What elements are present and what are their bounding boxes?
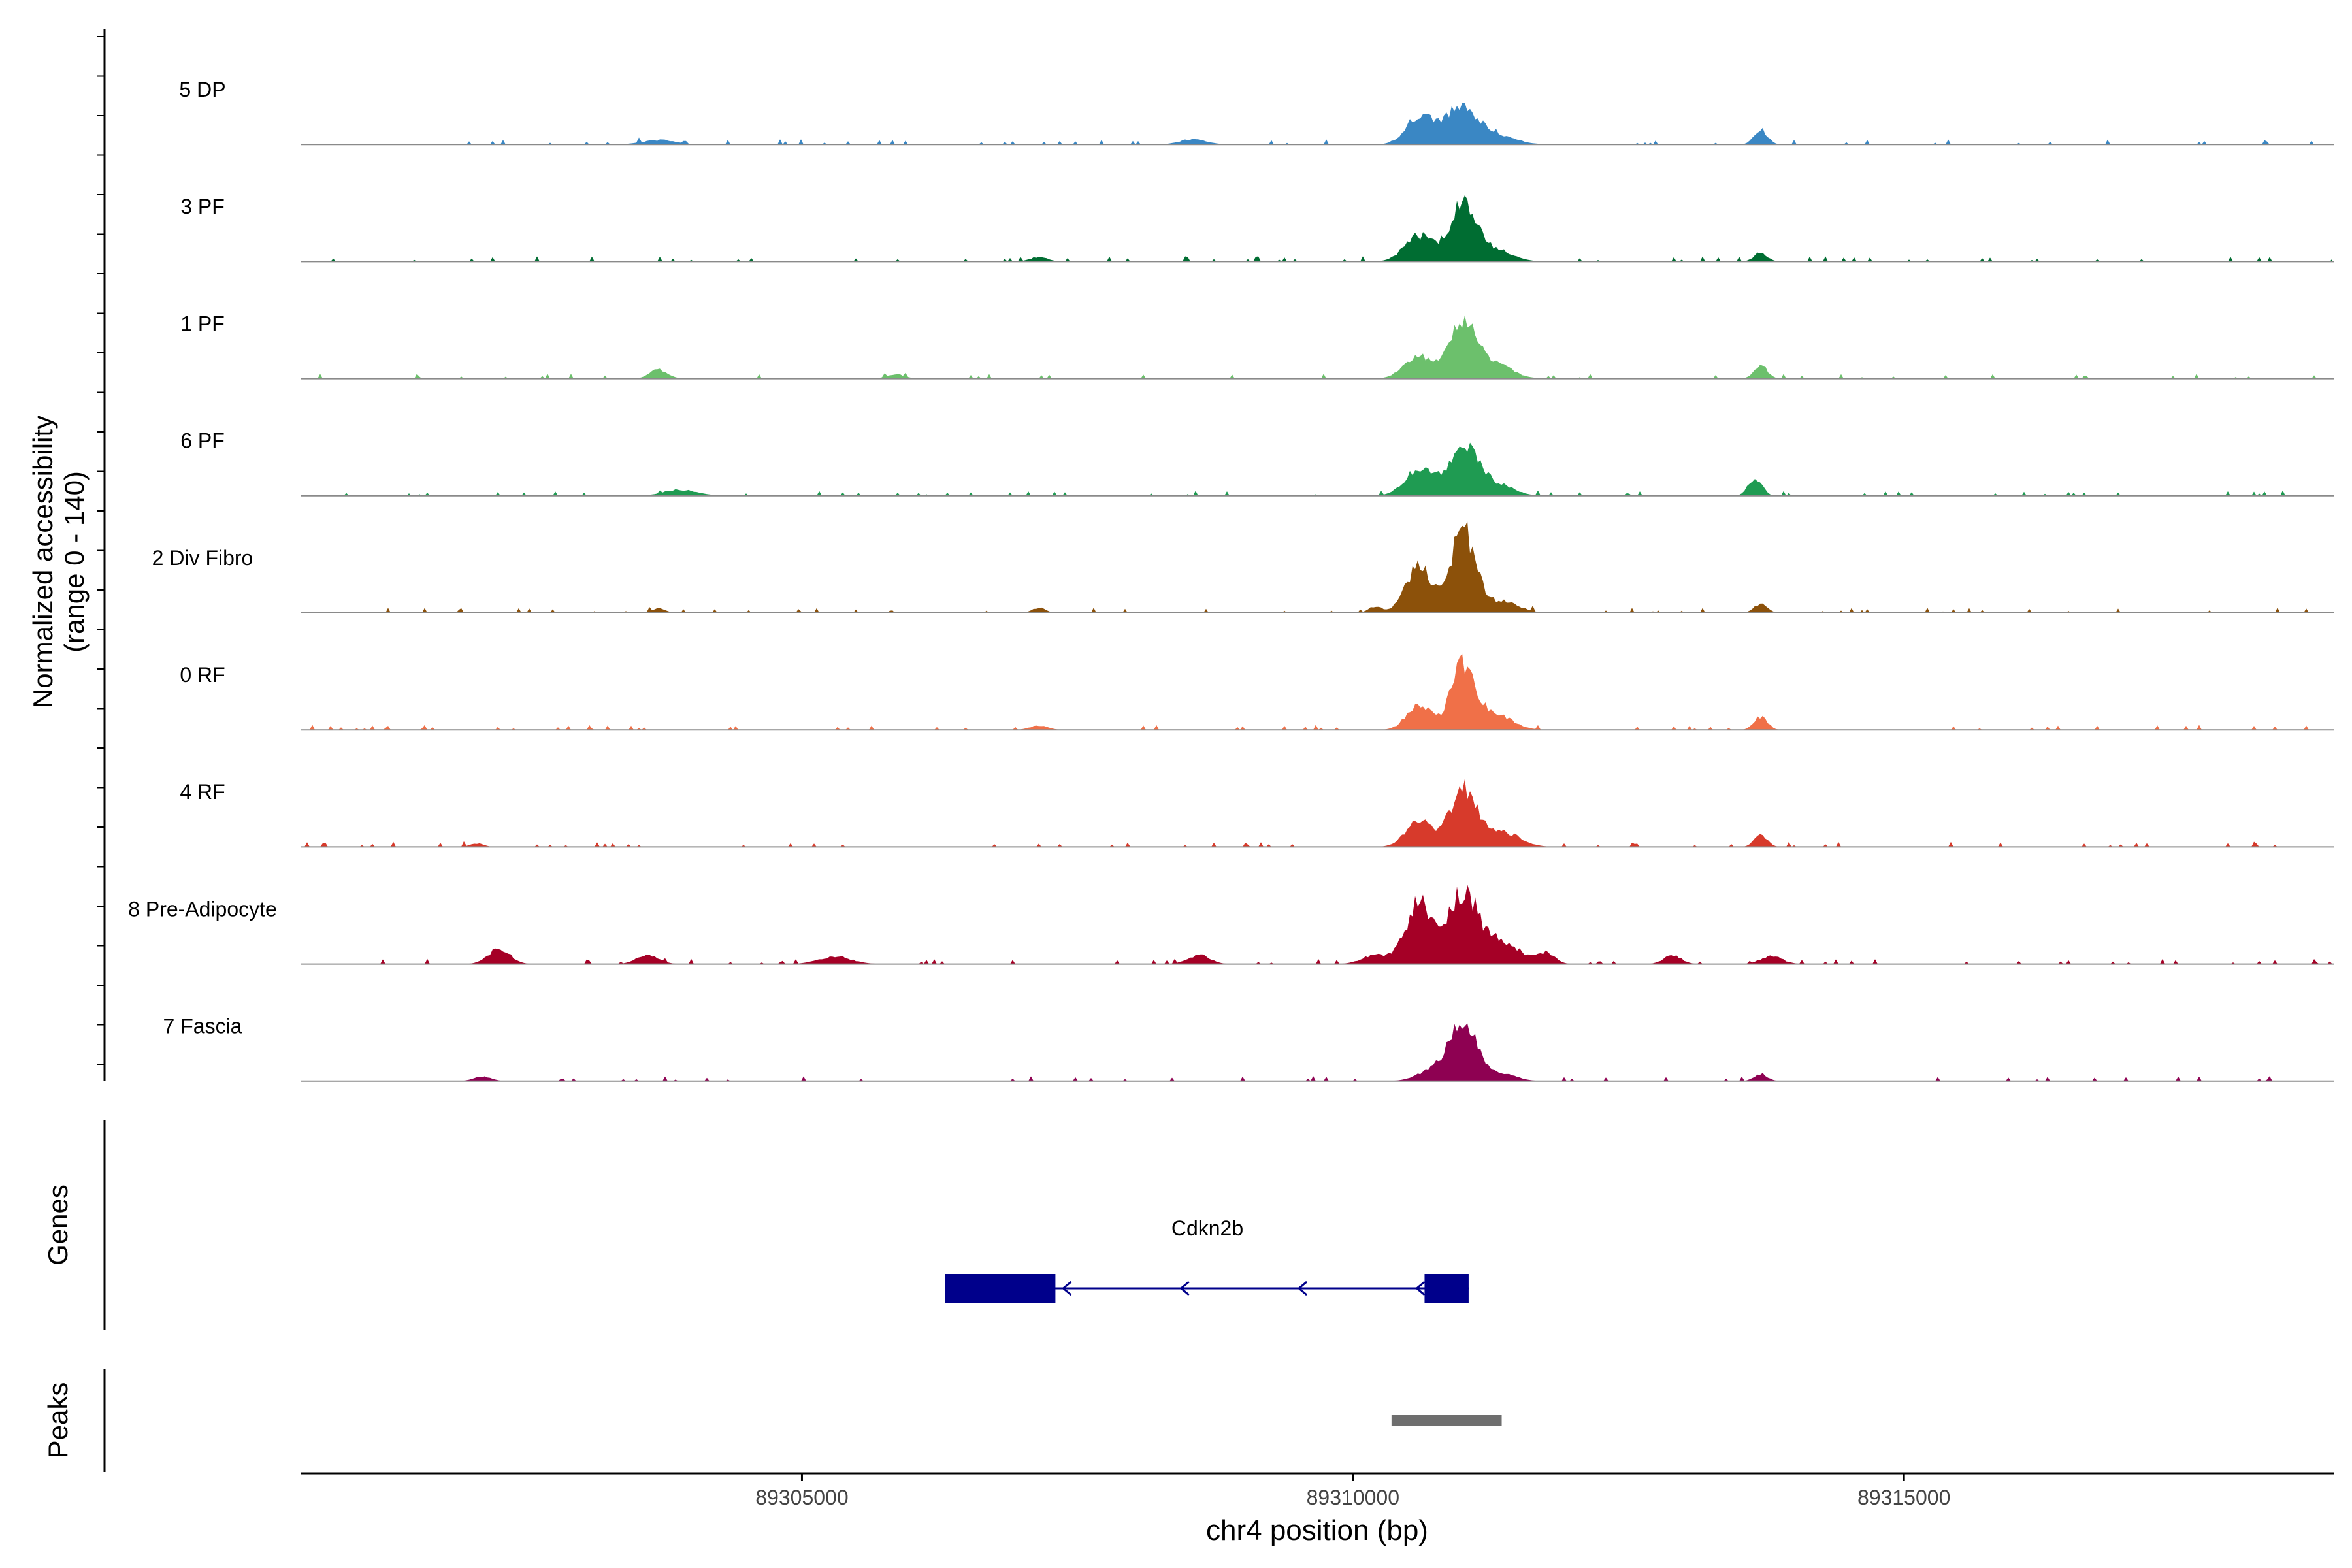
track-label: 5 DP — [179, 78, 225, 101]
x-tick-label: 89315000 — [1857, 1486, 1950, 1509]
coverage-track: 1 PF — [180, 312, 2334, 380]
gene-exon — [1424, 1274, 1469, 1303]
peak-regions — [1391, 1415, 1502, 1426]
genes-panel: Genes Cdkn2b — [42, 1120, 1469, 1330]
track-label: 6 PF — [180, 429, 225, 453]
x-axis: 89305000 89310000 89315000 chr4 position (… — [301, 1472, 2334, 1546]
x-axis-ticks: 89305000 89310000 89315000 — [755, 1473, 1950, 1509]
x-tick-label: 89305000 — [755, 1486, 848, 1509]
coverage-track: 4 RF — [180, 779, 2334, 848]
coverage-track: 7 Fascia — [163, 1015, 2334, 1082]
coverage-track: 3 PF — [180, 195, 2334, 263]
track-label: 1 PF — [180, 312, 225, 335]
coverage-track: 6 PF — [180, 429, 2334, 497]
gene-strand-arrow — [1297, 1281, 1308, 1296]
coverage-track: 2 Div Fibro — [152, 521, 2334, 613]
y-axis-range-label: (range 0 - 140) — [59, 471, 90, 653]
coverage-track: 8 Pre-Adipocyte — [128, 885, 2334, 965]
gene-label: Cdkn2b — [1171, 1217, 1243, 1240]
track-label: 7 Fascia — [163, 1015, 242, 1038]
x-tick-label: 89310000 — [1307, 1486, 1399, 1509]
gene-exon — [945, 1274, 1056, 1303]
coverage-y-ticks — [97, 36, 105, 1065]
coverage-tracks: 5 DP 3 PF 1 PF 6 PF 2 Div Fibro 0 RF 4 RF 8 Pre… — [128, 78, 2334, 1082]
genes-panel-label: Genes — [42, 1184, 73, 1266]
coverage-track: 0 RF — [180, 653, 2334, 731]
coverage-area — [302, 885, 2332, 964]
track-label: 0 RF — [180, 663, 225, 687]
track-label: 2 Div Fibro — [152, 546, 253, 570]
gene-model — [945, 1274, 1469, 1303]
track-label: 4 RF — [180, 780, 225, 804]
x-axis-label: chr4 position (bp) — [1206, 1514, 1428, 1546]
gene-strand-arrow — [1415, 1281, 1426, 1296]
peaks-panel-label: Peaks — [42, 1382, 73, 1459]
track-label: 3 PF — [180, 195, 225, 218]
y-axis-label: Normalized accessibility — [27, 416, 58, 708]
coverage-y-axis: Normalized accessibility (range 0 - 140) — [27, 29, 106, 1081]
track-label: 8 Pre-Adipocyte — [128, 897, 277, 921]
gene-strand-arrow — [1179, 1281, 1190, 1296]
coverage-track: 5 DP — [179, 78, 2334, 146]
peaks-panel: Peaks — [42, 1369, 1502, 1472]
gene-strand-arrow — [1062, 1281, 1072, 1296]
peak-region — [1391, 1415, 1502, 1426]
